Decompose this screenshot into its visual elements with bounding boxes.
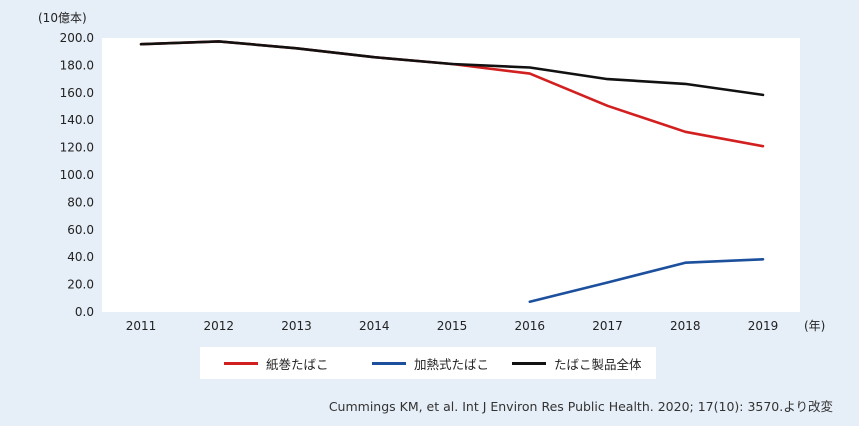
- source-citation: Cummings KM, et al. Int J Environ Res Pu…: [328, 399, 833, 414]
- legend: 紙巻たばこ 加熱式たばこ たばこ製品全体: [200, 347, 656, 379]
- x-tick-label: 2014: [359, 319, 390, 333]
- y-tick-label: 100.0: [60, 168, 94, 182]
- x-axis-unit-label: (年): [804, 319, 825, 333]
- legend-item-heated-tobacco: 加熱式たばこ: [372, 347, 489, 379]
- legend-label-cigarettes: 紙巻たばこ: [266, 356, 329, 372]
- legend-item-cigarettes: 紙巻たばこ: [224, 347, 329, 379]
- x-tick-label: 2017: [592, 319, 623, 333]
- y-tick-label: 40.0: [67, 250, 94, 264]
- y-tick-label: 60.0: [67, 223, 94, 237]
- series-line-1: [528, 257, 765, 304]
- y-tick-label: 20.0: [67, 278, 94, 292]
- x-tick-label: 2011: [126, 319, 157, 333]
- legend-item-all-tobacco: たばこ製品全体: [512, 347, 642, 379]
- legend-swatch-cigarettes: [224, 361, 258, 365]
- x-tick-label: 2016: [514, 319, 545, 333]
- y-tick-label: 120.0: [60, 141, 94, 155]
- x-tick-label: 2012: [203, 319, 234, 333]
- legend-swatch-heated-tobacco: [372, 361, 406, 365]
- legend-label-heated-tobacco: 加熱式たばこ: [414, 356, 490, 372]
- series-lines: [139, 40, 765, 304]
- y-tick-label: 80.0: [67, 195, 94, 209]
- x-tick-label: 2015: [437, 319, 468, 333]
- y-tick-label: 180.0: [60, 58, 94, 72]
- x-tick-label: 2019: [748, 319, 779, 333]
- legend-swatch-all-tobacco: [512, 361, 546, 365]
- x-tick-label: 2013: [281, 319, 312, 333]
- legend-label-all-tobacco: たばこ製品全体: [554, 356, 642, 372]
- y-tick-label: 0.0: [75, 305, 94, 319]
- plot-area: [102, 38, 800, 312]
- y-tick-label: 140.0: [60, 113, 94, 127]
- x-tick-label: 2018: [670, 319, 701, 333]
- y-tick-label: 200.0: [60, 31, 94, 45]
- y-axis-unit-label: (10億本): [38, 11, 87, 25]
- series-line-2: [139, 40, 765, 97]
- y-axis-ticks: 200.0 180.0 160.0 140.0 120.0 100.0 80.0 60.0 40…: [60, 31, 94, 319]
- y-tick-label: 160.0: [60, 86, 94, 100]
- x-axis-ticks: 2011 2012 2013 2014 2015 2016 2017 2018 2019: [126, 319, 779, 333]
